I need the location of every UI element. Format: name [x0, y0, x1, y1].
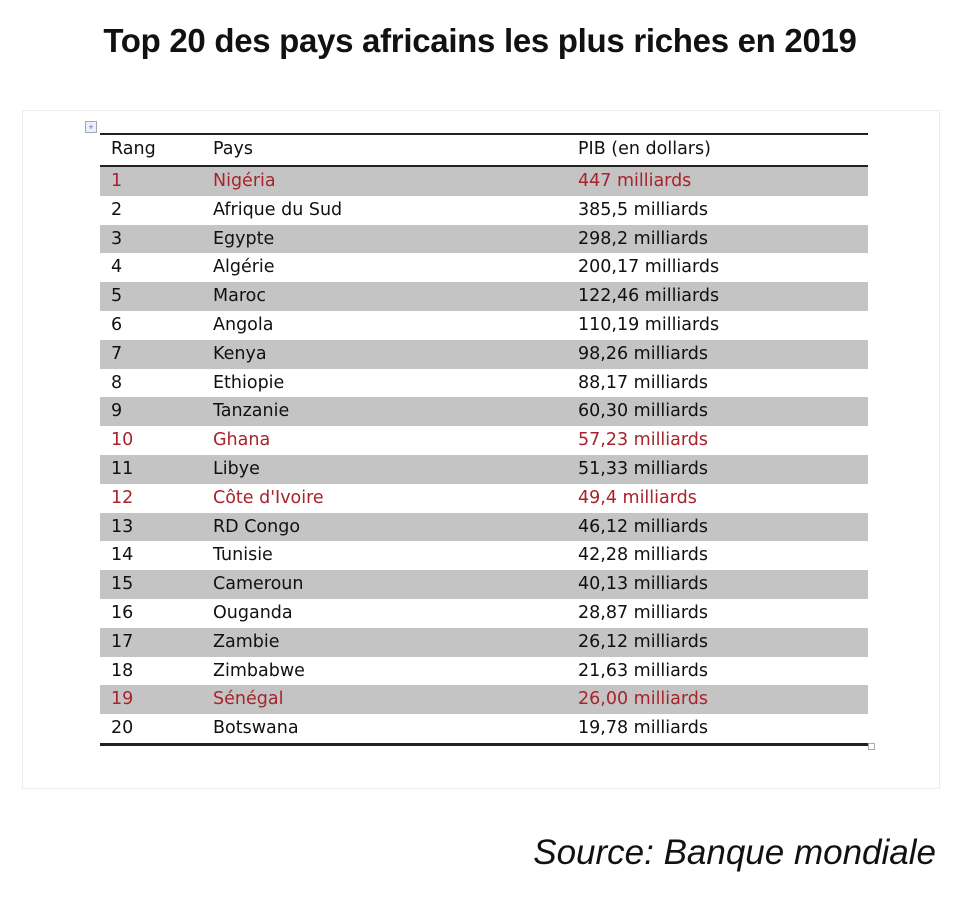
cell-gdp: 447 milliards [578, 171, 692, 191]
cell-rank: 2 [111, 199, 123, 220]
source-note: Source: Banque mondiale [533, 833, 936, 872]
cell-country: Ghana [213, 430, 271, 451]
cell-country: Nigéria [213, 171, 276, 191]
cell-country: Tanzanie [213, 401, 290, 422]
table-row: 18 Zimbabwe 21,63 milliards [100, 657, 868, 686]
cell-rank: 3 [111, 228, 123, 249]
table-row: 14 Tunisie 42,28 milliards [100, 541, 868, 570]
cell-gdp: 46,12 milliards [578, 516, 708, 537]
table-header: Rang Pays PIB (en dollars) [100, 135, 868, 167]
cell-gdp: 122,46 milliards [578, 286, 720, 307]
cell-rank: 4 [111, 257, 123, 278]
table-row: 4 Algérie 200,17 milliards [100, 253, 868, 282]
cell-rank: 18 [111, 660, 134, 681]
cell-rank: 14 [111, 545, 134, 566]
cell-gdp: 110,19 milliards [578, 314, 720, 335]
cell-gdp: 19,78 milliards [578, 718, 708, 739]
table-row: 9 Tanzanie 60,30 milliards [100, 397, 868, 427]
cell-country: Kenya [213, 343, 267, 364]
cell-country: Zambie [213, 631, 280, 652]
cell-gdp: 26,00 milliards [578, 689, 708, 710]
cell-country: Algérie [213, 257, 275, 278]
cell-rank: 17 [111, 631, 134, 652]
cell-rank: 12 [111, 487, 134, 508]
table-row: 8 Ethiopie 88,17 milliards [100, 369, 868, 398]
table-row: 12 Côte d'Ivoire 49,4 milliards [100, 484, 868, 513]
cell-rank: 15 [111, 574, 134, 595]
cell-country: Egypte [213, 228, 275, 249]
table-row: 17 Zambie 26,12 milliards [100, 627, 868, 657]
table-row: 6 Angola 110,19 milliards [100, 311, 868, 340]
cell-rank: 20 [111, 718, 134, 739]
cell-country: Cameroun [213, 574, 304, 595]
cell-gdp: 60,30 milliards [578, 401, 708, 422]
cell-rank: 8 [111, 372, 123, 393]
header-country: Pays [213, 139, 253, 159]
cell-rank: 5 [111, 286, 123, 307]
cell-rank: 19 [111, 689, 134, 710]
cell-gdp: 28,87 milliards [578, 602, 708, 623]
cell-rank: 9 [111, 401, 123, 422]
table-row: 7 Kenya 98,26 milliards [100, 339, 868, 369]
cell-country: Sénégal [213, 689, 284, 710]
cell-country: RD Congo [213, 516, 301, 537]
cell-country: Tunisie [213, 545, 273, 566]
table-bottom-border [100, 742, 868, 746]
cell-rank: 10 [111, 430, 134, 451]
cell-rank: 1 [111, 171, 123, 191]
cell-country: Maroc [213, 286, 266, 307]
table-row: 15 Cameroun 40,13 milliards [100, 570, 868, 599]
table-row: 5 Maroc 122,46 milliards [100, 282, 868, 311]
table-row: 11 Libye 51,33 milliards [100, 454, 868, 484]
cell-country: Côte d'Ivoire [213, 487, 324, 508]
table-row: 1 Nigéria 447 milliards [100, 167, 868, 196]
cell-gdp: 40,13 milliards [578, 574, 708, 595]
cell-rank: 16 [111, 602, 134, 623]
cell-rank: 11 [111, 458, 134, 479]
cell-country: Ouganda [213, 602, 293, 623]
table-top-border [100, 133, 868, 135]
cell-country: Ethiopie [213, 372, 285, 393]
cell-gdp: 200,17 milliards [578, 257, 720, 278]
cell-country: Afrique du Sud [213, 199, 343, 220]
cell-country: Zimbabwe [213, 660, 305, 681]
cell-gdp: 57,23 milliards [578, 430, 708, 451]
cell-gdp: 98,26 milliards [578, 343, 708, 364]
table-row: 20 Botswana 19,78 milliards [100, 714, 868, 743]
gdp-table: Rang Pays PIB (en dollars) 1 Nigéria 447 m… [100, 133, 868, 746]
table-row: 19 Sénégal 26,00 milliards [100, 685, 868, 715]
cell-gdp: 26,12 milliards [578, 631, 708, 652]
cell-country: Botswana [213, 718, 299, 739]
cell-country: Angola [213, 314, 274, 335]
cell-gdp: 21,63 milliards [578, 660, 708, 681]
table-card [22, 110, 940, 789]
cell-gdp: 49,4 milliards [578, 487, 697, 508]
page-title: Top 20 des pays africains les plus riche… [103, 22, 857, 59]
cell-gdp: 88,17 milliards [578, 372, 708, 393]
cell-rank: 6 [111, 314, 123, 335]
cell-gdp: 298,2 milliards [578, 228, 708, 249]
header-gdp: PIB (en dollars) [578, 139, 711, 159]
table-row: 16 Ouganda 28,87 milliards [100, 599, 868, 628]
table-row: 10 Ghana 57,23 milliards [100, 426, 868, 455]
table-resize-handle[interactable] [868, 743, 875, 750]
cell-gdp: 385,5 milliards [578, 199, 708, 220]
cell-gdp: 51,33 milliards [578, 458, 708, 479]
table-row: 13 RD Congo 46,12 milliards [100, 512, 868, 542]
table-move-handle-icon[interactable]: + [85, 121, 97, 133]
table-row: 3 Egypte 298,2 milliards [100, 224, 868, 254]
cell-rank: 13 [111, 516, 134, 537]
cell-country: Libye [213, 458, 260, 479]
table-row: 2 Afrique du Sud 385,5 milliards [100, 196, 868, 225]
cell-rank: 7 [111, 343, 123, 364]
cell-gdp: 42,28 milliards [578, 545, 708, 566]
header-rank: Rang [111, 139, 156, 159]
